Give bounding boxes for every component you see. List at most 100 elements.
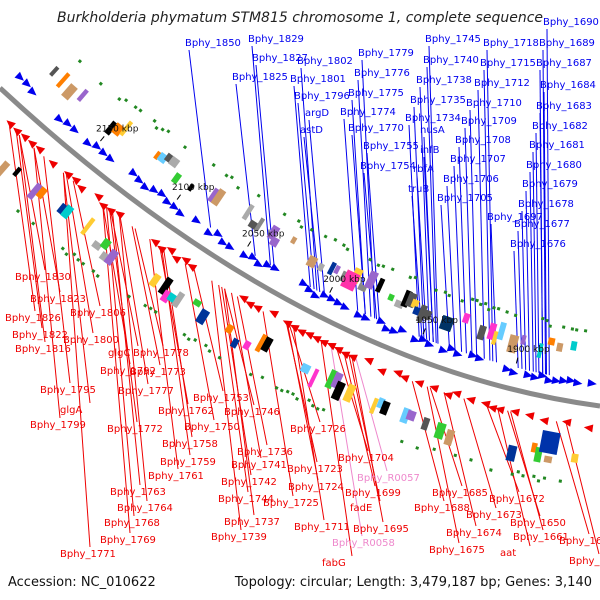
gene-label[interactable]: Bphy_1734 [405, 113, 461, 124]
gene-label[interactable]: Bphy_1825 [232, 72, 288, 83]
gene-label[interactable]: Bphy_1779 [358, 48, 414, 59]
gene-label[interactable]: Bphy_1816 [15, 344, 71, 355]
gene-label[interactable]: Bphy_1715 [480, 58, 536, 69]
gene-label[interactable]: Bphy_1736 [237, 447, 293, 458]
gene-label[interactable]: Bphy_1705 [437, 193, 493, 204]
gene-label[interactable]: aat [500, 548, 516, 559]
gene-label[interactable]: Bphy_1774 [340, 107, 396, 118]
gene-label[interactable]: Bphy_1690 [543, 17, 599, 28]
gene-label[interactable]: Bphy_1684 [540, 80, 596, 91]
gene-label[interactable]: Bphy_1725 [263, 498, 319, 509]
gene-label[interactable]: Bphy_1826 [5, 313, 61, 324]
gene-label[interactable]: Bphy_1631 [559, 536, 600, 547]
gene-label[interactable]: Bphy_1682 [532, 121, 588, 132]
gene-label[interactable]: Bphy_1795 [40, 385, 96, 396]
gene-label[interactable]: Bphy_1758 [162, 439, 218, 450]
gene-label[interactable]: Bphy_1759 [160, 457, 216, 468]
gene-label[interactable]: glgC [108, 348, 130, 359]
gene-label[interactable]: Bphy_1723 [287, 464, 343, 475]
gene-label[interactable]: Bphy_1800 [63, 335, 119, 346]
gene-label[interactable]: Bphy_1772 [107, 424, 163, 435]
gene-label[interactable]: Bphy_1750 [184, 422, 240, 433]
gene-label[interactable]: Bphy_1776 [354, 68, 410, 79]
gene-label[interactable]: Bphy_1850 [185, 38, 241, 49]
gene-label[interactable]: Bphy_R0057 [357, 473, 420, 484]
gene-label[interactable]: Bphy_1745 [425, 34, 481, 45]
gene-label[interactable]: Bphy_1689 [539, 38, 595, 49]
gene-label[interactable]: Bphy_1697 [487, 212, 543, 223]
gene-label[interactable]: Bphy_1676 [510, 239, 566, 250]
gene-label[interactable]: Bphy_1650 [510, 518, 566, 529]
gene-label[interactable]: Bphy_1829 [248, 34, 304, 45]
gene-label[interactable]: Bphy_1718 [483, 38, 539, 49]
gene-label[interactable]: argD [305, 108, 329, 119]
gene-label[interactable]: Bphy_1775 [348, 88, 404, 99]
gene-label[interactable]: Bphy_1688 [414, 503, 470, 514]
gene-label[interactable]: Bphy_1738 [416, 75, 472, 86]
gene-label[interactable]: Bphy_1711 [294, 522, 350, 533]
gene-label[interactable]: Bphy_1673 [466, 510, 522, 521]
gene-label[interactable]: glgA [60, 405, 82, 416]
gene-label[interactable]: Bphy_1777 [118, 386, 174, 397]
gene-label[interactable]: Bphy_1763 [110, 487, 166, 498]
gene-label[interactable]: Bphy_1739 [211, 532, 267, 543]
gene-label[interactable]: Bphy_1741 [231, 460, 287, 471]
gene-label[interactable]: Bphy_1740 [423, 55, 479, 66]
gene-label[interactable]: Bphy_1675 [429, 545, 485, 556]
gene-label[interactable]: Bphy_1712 [474, 78, 530, 89]
gene-label[interactable]: Bphy_1679 [522, 179, 578, 190]
gene-label[interactable]: Bphy_1735 [410, 95, 466, 106]
gene-label[interactable]: Bphy_1753 [193, 393, 249, 404]
gene-label[interactable]: Bphy_1802 [297, 56, 353, 67]
gene-label[interactable]: Bphy_1770 [348, 123, 404, 134]
gene-label[interactable]: Bphy_1683 [536, 101, 592, 112]
gene-label[interactable]: Bphy_1761 [148, 471, 204, 482]
gene-label[interactable]: fabG [322, 558, 346, 569]
gene-label[interactable]: Bphy_1710 [466, 98, 522, 109]
gene-label[interactable]: Bphy_1706 [443, 174, 499, 185]
gene-label[interactable]: Bphy_1681 [529, 140, 585, 151]
gene-label[interactable]: Bphy_1799 [30, 420, 86, 431]
gene-label[interactable]: Bphy_1764 [117, 503, 173, 514]
gene-label[interactable]: Bphy_1746 [224, 407, 280, 418]
gene-label[interactable]: Bphy_1724 [288, 482, 344, 493]
gene-label[interactable]: Bphy_1773 [130, 367, 186, 378]
gene-label[interactable]: Bphy_1822 [12, 330, 68, 341]
gene-label[interactable]: Bphy_1699 [345, 488, 401, 499]
gene-label[interactable]: Bphy_1755 [363, 141, 419, 152]
gene-label[interactable]: Bphy_1796 [294, 91, 350, 102]
gene-label[interactable]: Bphy_1762 [158, 406, 214, 417]
gene-label[interactable]: Bphy_1707 [450, 154, 506, 165]
gene-label[interactable]: Bphy_1801 [290, 74, 346, 85]
gene-label[interactable]: infB [420, 145, 440, 156]
gene-label[interactable]: Bphy_1632 [569, 556, 600, 567]
gene-label[interactable]: Bphy_1685 [432, 488, 488, 499]
gene-label[interactable]: Bphy_1674 [446, 528, 502, 539]
gene-label[interactable]: Bphy_1769 [100, 535, 156, 546]
gene-label[interactable]: Bphy_1823 [30, 294, 86, 305]
gene-label[interactable]: rbfA [413, 164, 434, 175]
gene-label[interactable]: Bphy_1708 [455, 135, 511, 146]
gene-label[interactable]: Bphy_1680 [526, 160, 582, 171]
gene-label[interactable]: Bphy_1771 [60, 549, 116, 560]
gene-label[interactable]: Bphy_1768 [104, 518, 160, 529]
gene-label[interactable]: Bphy_1792 [100, 366, 156, 377]
gene-label[interactable]: Bphy_1677 [514, 219, 570, 230]
gene-label[interactable]: Bphy_R0058 [332, 538, 395, 549]
gene-label[interactable]: Bphy_1661 [513, 532, 569, 543]
gene-label[interactable]: Bphy_1737 [224, 517, 280, 528]
gene-label[interactable]: Bphy_1744 [218, 494, 274, 505]
gene-label[interactable]: Bphy_1742 [221, 477, 277, 488]
gene-label[interactable]: Bphy_1778 [133, 348, 189, 359]
gene-label[interactable]: Bphy_1806 [70, 308, 126, 319]
gene-label[interactable]: nusA [420, 125, 445, 136]
gene-label[interactable]: Bphy_1672 [489, 494, 545, 505]
gene-label[interactable]: Bphy_1827 [252, 53, 308, 64]
gene-label[interactable]: fadE [350, 503, 372, 514]
gene-label[interactable]: Bphy_1695 [353, 524, 409, 535]
gene-label[interactable]: Bphy_1709 [461, 116, 517, 127]
gene-label[interactable]: Bphy_1687 [536, 58, 592, 69]
gene-label[interactable]: Bphy_1678 [518, 199, 574, 210]
gene-label[interactable]: truB [408, 184, 429, 195]
gene-label[interactable]: Bphy_1726 [290, 424, 346, 435]
